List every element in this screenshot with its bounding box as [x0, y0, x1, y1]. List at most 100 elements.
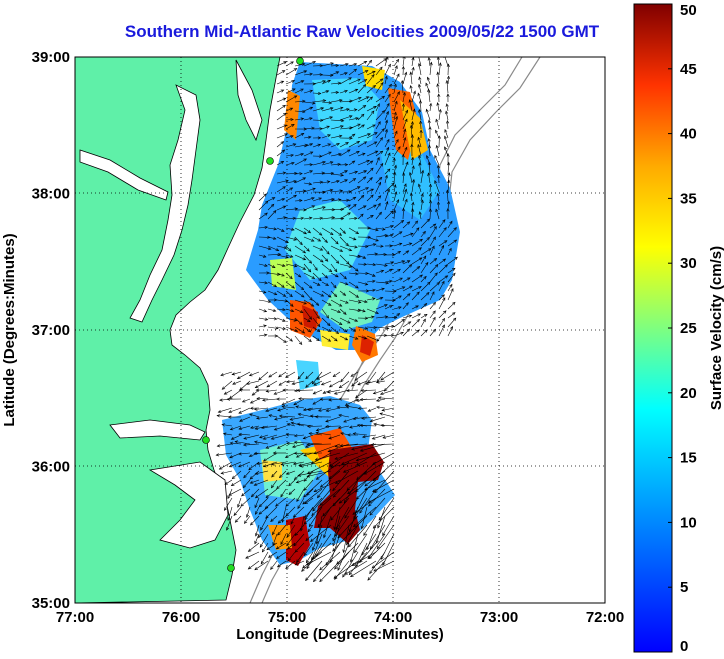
velocity-arrow	[250, 479, 260, 484]
velocity-arrow	[288, 488, 296, 495]
velocity-arrowhead	[402, 91, 406, 96]
velocity-arrowhead	[342, 573, 346, 578]
velocity-arrowhead	[311, 126, 315, 130]
velocity-arrow	[411, 266, 420, 274]
velocity-arrow	[335, 470, 359, 484]
velocity-arrowhead	[312, 391, 317, 395]
velocity-arrowhead	[437, 135, 441, 139]
velocity-arrow	[285, 187, 293, 193]
velocity-arrow	[447, 256, 458, 265]
velocity-arrowhead	[311, 197, 315, 201]
velocity-arrowhead	[449, 220, 453, 225]
velocity-arrowhead	[230, 483, 235, 487]
velocity-arrowhead	[380, 377, 384, 381]
velocity-arrow	[366, 236, 379, 242]
velocity-arrowhead	[403, 183, 407, 187]
map-title: Southern Mid-Atlantic Raw Velocities 200…	[124, 22, 600, 41]
velocity-arrowhead	[294, 562, 299, 566]
velocity-arrow	[339, 142, 349, 148]
velocity-arrow	[285, 217, 296, 220]
velocity-arrow	[285, 162, 295, 166]
velocity-arrow	[332, 515, 341, 542]
velocity-arrow	[437, 102, 440, 112]
velocity-arrow	[402, 243, 412, 247]
velocity-arrowhead	[284, 455, 289, 458]
velocity-arrow	[251, 488, 260, 498]
velocity-arrow	[303, 434, 314, 439]
colorbar-tick-label: 40	[680, 126, 697, 143]
velocity-arrow	[278, 380, 287, 386]
velocity-arrow	[339, 326, 348, 333]
velocity-arrowhead	[309, 163, 314, 167]
velocity-arrowhead	[300, 80, 305, 84]
velocity-arrowhead	[309, 151, 314, 155]
velocity-arrow	[294, 177, 306, 184]
velocity-arrow	[330, 308, 341, 313]
velocity-arrowhead	[259, 435, 263, 439]
velocity-arrow	[220, 371, 233, 376]
velocity-arrowhead	[436, 201, 441, 205]
velocity-arrow	[366, 204, 377, 211]
velocity-arrowhead	[364, 316, 369, 320]
velocity-arrowhead	[404, 118, 408, 123]
velocity-arrow	[305, 380, 314, 388]
velocity-arrow	[249, 371, 260, 376]
velocity-arrowhead	[348, 190, 352, 194]
velocity-arrow	[420, 255, 427, 265]
velocity-arrowhead	[298, 397, 302, 401]
velocity-arrow	[393, 319, 405, 328]
velocity-arrow	[393, 65, 398, 76]
velocity-arrowhead	[428, 126, 432, 130]
velocity-arrow	[370, 416, 386, 422]
velocity-arrowhead	[292, 143, 297, 147]
velocity-arrow	[294, 133, 304, 139]
velocity-arrow	[329, 452, 350, 467]
velocity-arrow	[276, 299, 288, 302]
velocity-arrowhead	[329, 464, 334, 469]
velocity-arrowhead	[282, 326, 287, 330]
velocity-arrow	[339, 179, 348, 184]
velocity-arrow	[276, 236, 289, 243]
velocity-arrowhead	[435, 208, 439, 213]
velocity-arrowhead	[374, 252, 379, 256]
station-marker	[202, 436, 210, 444]
velocity-arrow	[339, 380, 350, 388]
velocity-arrow	[265, 443, 278, 449]
velocity-arrow	[339, 245, 352, 251]
velocity-arrowhead	[346, 198, 350, 202]
velocity-arrowhead	[331, 197, 335, 202]
velocity-arrowhead	[306, 443, 310, 447]
velocity-arrowhead	[362, 205, 367, 209]
velocity-arrow	[285, 452, 296, 458]
velocity-arrow	[348, 308, 361, 312]
velocity-arrowhead	[372, 489, 376, 493]
velocity-arrowhead	[442, 258, 447, 262]
velocity-arrowhead	[453, 227, 457, 231]
velocity-arrowhead	[316, 315, 320, 320]
velocity-arrowhead	[335, 240, 339, 245]
velocity-arrowhead	[232, 381, 236, 385]
velocity-arrowhead	[352, 432, 357, 436]
velocity-arrow	[294, 524, 305, 536]
velocity-arrowhead	[229, 427, 234, 431]
velocity-arrow	[294, 441, 323, 445]
velocity-arrowhead	[348, 264, 353, 268]
velocity-arrowhead	[303, 494, 307, 498]
velocity-arrow	[380, 424, 395, 427]
velocity-arrow	[339, 212, 351, 220]
velocity-arrowhead	[309, 72, 313, 76]
velocity-arrowhead	[394, 100, 398, 105]
velocity-arrowhead	[289, 107, 294, 111]
velocity-arrowhead	[305, 384, 309, 388]
velocity-arrowhead	[276, 485, 280, 490]
velocity-arrowhead	[357, 123, 361, 127]
velocity-arrowhead	[322, 513, 326, 517]
velocity-arrowhead	[372, 391, 377, 395]
velocity-arrowhead	[379, 412, 383, 416]
velocity-arrowhead	[346, 433, 351, 437]
velocity-arrowhead	[423, 303, 428, 307]
velocity-arrow	[372, 452, 395, 465]
velocity-arrowhead	[356, 462, 360, 466]
velocity-arrowhead	[337, 81, 342, 85]
velocity-arrow	[375, 150, 383, 157]
